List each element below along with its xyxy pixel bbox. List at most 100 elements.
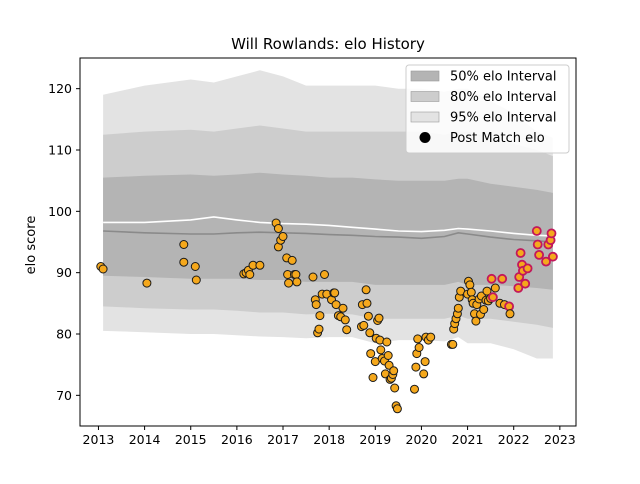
y-tick-label: 90 [56,265,72,280]
post-match-point [546,228,557,239]
x-tick-label: 2019 [359,432,391,447]
post-match-point [482,286,492,296]
post-match-point [465,280,475,290]
post-match-point [287,255,297,265]
post-match-point [366,349,376,359]
legend: 50% elo Interval 80% elo Interval 95% elo … [405,64,570,154]
legend-label: 95% elo Interval [450,111,557,126]
post-match-point [284,278,294,288]
axes: 2013 2014 2015 2016 2017 2018 2019 2020 2021 2022… [48,57,577,447]
post-match-point [532,239,543,250]
post-match-point [541,256,551,267]
post-match-point [513,283,524,293]
x-tick-label: 2021 [452,432,484,447]
post-match-point [448,339,458,349]
legend-swatch-band50 [410,70,440,82]
post-match-point [490,283,500,293]
post-match-point [374,313,384,323]
post-match-point [505,309,515,319]
x-tick-label: 2016 [221,432,253,447]
post-match-point [362,298,372,308]
post-match-point [308,272,318,282]
post-match-point [515,248,526,258]
mean-line [103,216,553,237]
post-match-point [292,277,302,287]
post-match-point [320,270,329,279]
band-50 [103,172,553,290]
x-tick-label: 2015 [175,432,207,447]
post-match-point [548,251,558,262]
post-match-point [411,362,421,372]
post-match-point [331,300,341,310]
post-match-point [413,334,423,344]
y-tick-label: 110 [48,143,72,158]
legend-label: 80% elo Interval [450,90,557,105]
post-match-point [414,343,424,352]
post-match-point [390,383,400,393]
post-match-point [368,373,378,382]
post-match-point [383,351,393,360]
post-match-point [486,273,497,284]
y-tick-label: 80 [56,327,72,342]
x-tick-label: 2014 [129,432,161,447]
post-match-point [392,404,402,414]
post-match-point [98,264,108,274]
x-tick-label: 2013 [83,432,115,447]
post-match-point [426,332,436,342]
legend-swatch-band95 [410,111,440,123]
post-match-point [314,324,324,334]
legend-label: 50% elo Interval [450,70,557,85]
post-match-point [389,366,399,376]
post-match-point [466,287,476,297]
post-match-point [245,270,255,279]
post-match-point [420,357,430,367]
post-match-point [311,300,321,310]
post-match-point [419,369,429,379]
post-match-point [365,328,375,338]
post-match-point [471,316,481,326]
post-match-point [342,325,352,335]
y-tick-label: 100 [48,204,72,219]
post-match-point [278,232,288,241]
post-match-point [359,320,369,330]
post-match-point [142,278,152,288]
post-match-point [382,337,392,347]
post-match-point [338,303,348,313]
post-match-point [534,249,544,260]
post-match-point [487,292,498,303]
post-match-point [504,301,515,312]
post-match-point [453,303,463,313]
y-tick-label: 70 [56,388,72,403]
legend-swatch-post-match [419,132,431,143]
x-tick-label: 2020 [406,432,438,447]
y-axis-label: elo score [24,216,39,275]
post-match-point [522,263,533,274]
x-tick-label: 2017 [267,432,299,447]
post-match-point [531,226,542,236]
legend-label: Post Match elo [450,131,545,146]
post-match-point [330,288,340,298]
post-match-point [497,273,508,284]
post-match-point [315,311,325,321]
post-match-point [179,257,189,267]
post-match-point [410,384,419,394]
x-tick-label: 2018 [313,432,345,447]
axes-frame [79,57,577,427]
legend-frame [405,64,570,154]
post-match-point [191,275,201,285]
x-tick-label: 2023 [544,432,576,447]
legend-swatch-band80 [410,91,440,102]
chart-title: Will Rowlands: elo History [231,35,425,53]
median-line [103,230,553,243]
post-match-point [255,260,265,270]
post-match-point [520,278,531,289]
post-match-point [273,224,283,233]
post-match-point [361,285,371,295]
x-tick-label: 2022 [498,432,530,447]
post-match-point [376,345,386,355]
post-match-point [340,315,350,325]
y-tick-label: 120 [48,81,72,96]
post-match-point [363,311,373,321]
post-match-point [479,305,489,314]
